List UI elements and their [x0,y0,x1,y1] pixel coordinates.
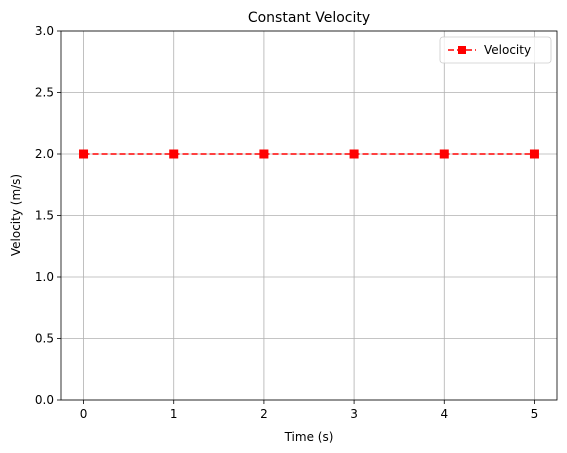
x-tick-label: 3 [350,407,358,421]
data-point [439,149,449,159]
x-axis-title: Time (s) [284,430,334,444]
data-point [169,149,179,159]
series-layer [79,149,539,159]
x-tick-label: 1 [170,407,178,421]
y-tick-label: 0.5 [35,332,54,346]
y-axis-title: Velocity (m/s) [9,174,23,256]
legend-box [439,36,552,64]
data-point [79,149,89,159]
data-point [349,149,359,159]
y-tick-label: 3.0 [35,24,54,38]
legend-marker-velocity [458,46,466,54]
y-tick-label: 1.0 [35,270,54,284]
y-tick-label: 0.0 [35,393,54,407]
y-tick-label: 2.5 [35,86,54,100]
chart-title: Constant Velocity [248,10,370,26]
x-tick-label: 0 [80,407,88,421]
x-tick-label: 5 [531,407,539,421]
data-point [259,149,269,159]
y-tick-label: 1.5 [35,209,54,223]
axes: 0 1 2 3 4 5 0.0 0.5 1.0 1.5 2.0 2.5 3.0 [35,24,558,421]
data-point [529,149,539,159]
legend-label-velocity: Velocity [484,43,531,57]
x-tick-label: 4 [440,407,448,421]
legend: Velocity [439,36,552,64]
y-tick-label: 2.0 [35,147,54,161]
x-tick-label: 2 [260,407,268,421]
